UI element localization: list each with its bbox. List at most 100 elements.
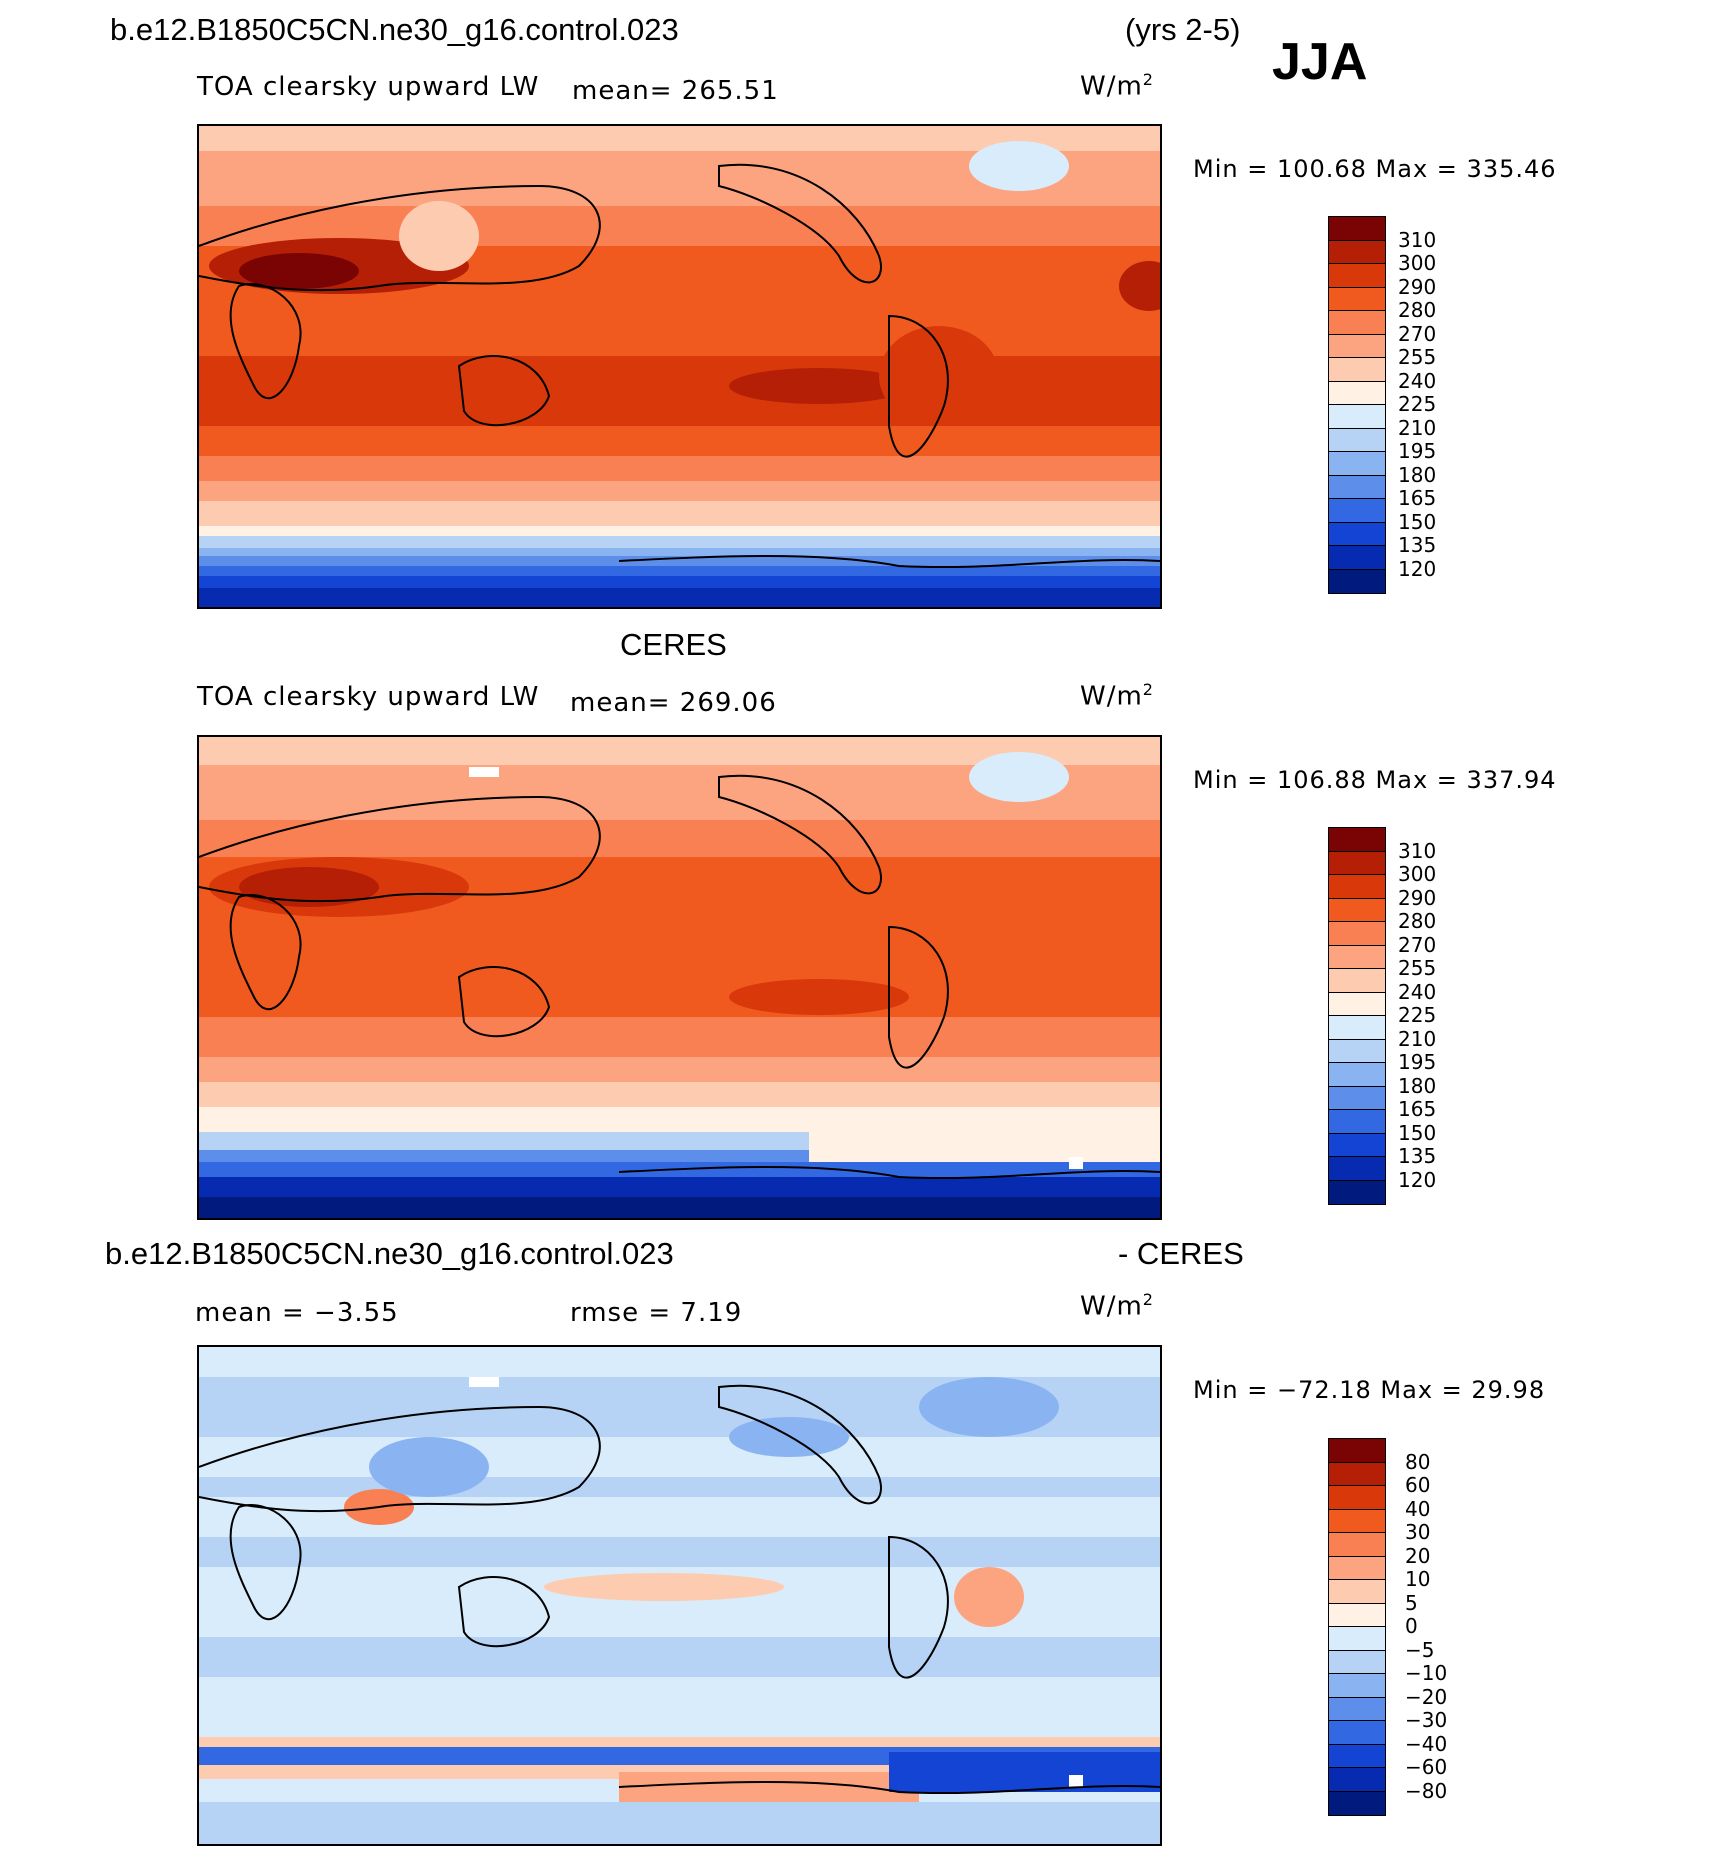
colorbar-tick-label: 225 [1398, 1003, 1437, 1027]
colorbar-tick-label: 10 [1405, 1567, 1431, 1591]
colorbar-tick-label: 300 [1398, 862, 1437, 886]
colorbar-swatch [1329, 499, 1385, 523]
panel3-title: b.e12.B1850C5CN.ne30_g16.control.023 [105, 1236, 674, 1271]
colorbar-swatch [1329, 1462, 1385, 1486]
colorbar-tick-label: 310 [1398, 838, 1437, 863]
colorbar-swatch [1329, 334, 1385, 358]
panel3-map [197, 1345, 1162, 1846]
colorbar-swatch [1329, 1697, 1385, 1721]
colorbar-swatch [1329, 1627, 1385, 1651]
colorbar-tick-label: 180 [1398, 1073, 1437, 1098]
colorbar-tick-label: 5 [1405, 1590, 1418, 1615]
colorbar-swatch [1329, 546, 1385, 570]
colorbar-swatch [1329, 311, 1385, 335]
colorbar-tick-label: 150 [1398, 1120, 1437, 1145]
panel3-field [199, 1347, 1160, 1844]
colorbar-swatch [1329, 264, 1385, 288]
colorbar-tick-label: 0 [1405, 1614, 1418, 1638]
colorbar-tick-label: 240 [1398, 979, 1437, 1004]
colorbar-swatch [1329, 898, 1385, 922]
colorbar-swatch [1329, 1533, 1385, 1557]
colorbar-tick-label: −10 [1405, 1661, 1448, 1685]
colorbar-swatch [1329, 1768, 1385, 1792]
panel2-minmax: Min = 106.88 Max = 337.94 [1193, 766, 1557, 794]
colorbar-tick-label: −40 [1405, 1731, 1448, 1756]
colorbar-tick-label: 180 [1398, 462, 1437, 487]
colorbar-tick-label: −5 [1405, 1637, 1435, 1662]
colorbar-tick-label: 30 [1405, 1520, 1431, 1544]
panel2-colorbar [1328, 827, 1386, 1205]
panel3-title-suffix: - CERES [1118, 1236, 1244, 1271]
panel2-title: CERES [620, 627, 727, 662]
colorbar-tick-label: 165 [1398, 486, 1437, 510]
colorbar-tick-label: 270 [1398, 321, 1437, 346]
colorbar-tick-label: 210 [1398, 415, 1437, 440]
colorbar-tick-label: 290 [1398, 274, 1437, 299]
colorbar-tick-label: 195 [1398, 1050, 1437, 1074]
panel3-units: W/m2 [1080, 1290, 1154, 1322]
colorbar-tick-label: 120 [1398, 1167, 1437, 1192]
colorbar-swatch [1329, 875, 1385, 899]
panel2-variable: TOA clearsky upward LW [197, 682, 540, 712]
colorbar-tick-label: 80 [1405, 1449, 1431, 1474]
panel3-colorbar [1328, 1438, 1386, 1816]
colorbar-swatch [1329, 1791, 1385, 1815]
colorbar-tick-label: −60 [1405, 1755, 1448, 1779]
years-label: (yrs 2-5) [1125, 12, 1241, 47]
colorbar-swatch [1329, 1086, 1385, 1110]
colorbar-swatch [1329, 217, 1385, 241]
season-label: JJA [1272, 33, 1368, 91]
colorbar-swatch [1329, 1650, 1385, 1674]
colorbar-tick-label: −30 [1405, 1708, 1448, 1732]
colorbar-tick-label: 280 [1398, 909, 1437, 933]
colorbar-swatch [1329, 1439, 1385, 1463]
colorbar-tick-label: 195 [1398, 439, 1437, 463]
panel1-field [199, 126, 1160, 607]
panel3-rmse: rmse = 7.19 [570, 1298, 743, 1328]
colorbar-tick-label: 120 [1398, 556, 1437, 581]
colorbar-tick-label: 20 [1405, 1543, 1431, 1568]
colorbar-swatch [1329, 1063, 1385, 1087]
panel3-minmax: Min = −72.18 Max = 29.98 [1193, 1376, 1546, 1404]
panel1-colorbar [1328, 216, 1386, 594]
colorbar-tick-label: 255 [1398, 956, 1437, 980]
colorbar-swatch [1329, 1509, 1385, 1533]
case-title: b.e12.B1850C5CN.ne30_g16.control.023 [110, 12, 679, 47]
colorbar-tick-label: 240 [1398, 368, 1437, 393]
colorbar-swatch [1329, 945, 1385, 969]
panel1-variable: TOA clearsky upward LW [197, 72, 540, 102]
colorbar-tick-label: 60 [1405, 1473, 1431, 1497]
colorbar-swatch [1329, 569, 1385, 593]
colorbar-swatch [1329, 240, 1385, 264]
colorbar-tick-label: −80 [1405, 1778, 1448, 1803]
colorbar-tick-label: 135 [1398, 1144, 1437, 1168]
colorbar-swatch [1329, 1721, 1385, 1745]
panel1-units: W/m2 [1080, 70, 1154, 102]
colorbar-tick-label: 270 [1398, 932, 1437, 957]
colorbar-tick-label: 40 [1405, 1496, 1431, 1521]
colorbar-tick-label: 225 [1398, 392, 1437, 416]
colorbar-swatch [1329, 1674, 1385, 1698]
colorbar-tick-label: 290 [1398, 885, 1437, 910]
colorbar-tick-label: 300 [1398, 251, 1437, 275]
colorbar-tick-label: 210 [1398, 1026, 1437, 1051]
colorbar-swatch [1329, 1133, 1385, 1157]
colorbar-swatch [1329, 358, 1385, 382]
colorbar-swatch [1329, 475, 1385, 499]
colorbar-swatch [1329, 287, 1385, 311]
colorbar-swatch [1329, 851, 1385, 875]
colorbar-tick-label: 280 [1398, 298, 1437, 322]
colorbar-swatch [1329, 452, 1385, 476]
panel1-map [197, 124, 1162, 609]
colorbar-swatch [1329, 428, 1385, 452]
colorbar-swatch [1329, 1039, 1385, 1063]
colorbar-tick-label: −20 [1405, 1684, 1448, 1709]
panel2-field [199, 737, 1160, 1218]
colorbar-swatch [1329, 1580, 1385, 1604]
panel3-mean: mean = −3.55 [195, 1298, 399, 1328]
colorbar-tick-label: 310 [1398, 227, 1437, 252]
colorbar-swatch [1329, 1016, 1385, 1040]
panel2-map [197, 735, 1162, 1220]
colorbar-swatch [1329, 1157, 1385, 1181]
colorbar-swatch [1329, 1180, 1385, 1204]
